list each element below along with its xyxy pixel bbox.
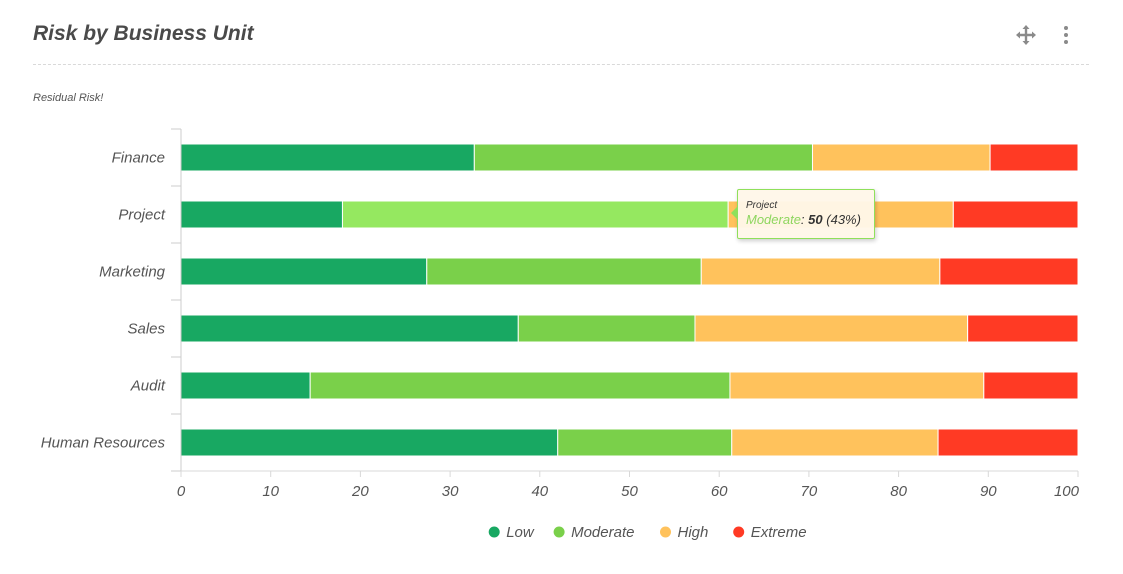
legend-marker xyxy=(660,526,671,538)
bar-human-resources-low[interactable] xyxy=(180,428,559,457)
bar-audit-moderate[interactable] xyxy=(309,371,731,400)
bar-sales-moderate[interactable] xyxy=(517,314,696,343)
x-tick-label: 20 xyxy=(351,483,369,500)
chart-subtitle: Residual Risk! xyxy=(33,92,104,104)
category-label: Finance xyxy=(112,150,165,167)
bar-marketing-low[interactable] xyxy=(180,257,428,286)
category-labels: Finance Project Marketing Sales Audit Human R… xyxy=(41,150,166,452)
bar-sales-low[interactable] xyxy=(180,314,519,343)
category-label: Marketing xyxy=(99,264,166,281)
legend-label: High xyxy=(678,524,709,541)
x-tick-label: 30 xyxy=(442,483,459,500)
chart-header: Risk by Business Unit xyxy=(33,18,1089,65)
bar-marketing-moderate[interactable] xyxy=(426,257,702,286)
bar-marketing-extreme[interactable] xyxy=(939,257,1079,286)
x-tick-label: 40 xyxy=(531,483,548,500)
bar-finance-high[interactable] xyxy=(811,143,991,172)
chart-tools xyxy=(1015,24,1077,46)
legend: Low Moderate High Extreme xyxy=(488,524,807,541)
legend-label: Extreme xyxy=(751,524,807,541)
bar-project-extreme[interactable] xyxy=(952,200,1079,229)
bar-audit-high[interactable] xyxy=(729,371,985,400)
bar-sales-extreme[interactable] xyxy=(967,314,1079,343)
tooltip-separator: : xyxy=(800,212,805,227)
x-tick-label: 70 xyxy=(801,483,818,500)
legend-item-extreme[interactable]: Extreme xyxy=(733,524,807,541)
x-tick-label: 60 xyxy=(711,483,728,500)
x-tick-label: 0 xyxy=(177,483,186,500)
x-axis-ticks: 0 10 20 30 40 50 60 70 80 90 100 xyxy=(177,471,1080,500)
tooltip-pointer xyxy=(731,206,738,220)
x-tick-label: 80 xyxy=(890,483,907,500)
tooltip-line: Moderate: 50 (43%) xyxy=(746,212,866,227)
x-tick-label: 50 xyxy=(621,483,638,500)
legend-item-low[interactable]: Low xyxy=(488,524,535,541)
bar-audit-low[interactable] xyxy=(180,371,311,400)
bar-project-moderate[interactable] xyxy=(341,200,729,229)
bar-sales-high[interactable] xyxy=(694,314,969,343)
x-tick-label: 90 xyxy=(980,483,997,500)
tooltip: Project Moderate: 50 (43%) xyxy=(731,189,875,239)
legend-label: Low xyxy=(506,524,535,541)
bar-finance-extreme[interactable] xyxy=(989,143,1079,172)
bar-audit-extreme[interactable] xyxy=(983,371,1079,400)
legend-marker xyxy=(553,526,565,538)
axes xyxy=(171,128,1078,472)
tooltip-category: Project xyxy=(746,200,778,211)
category-label: Sales xyxy=(127,321,165,338)
bar-group xyxy=(180,143,1079,457)
tooltip-series: Moderate xyxy=(746,212,801,227)
x-tick-label: 10 xyxy=(262,483,279,500)
move-arrows-icon[interactable] xyxy=(1015,24,1037,46)
tooltip-percent: (43%) xyxy=(826,212,861,227)
bar-human-resources-moderate[interactable] xyxy=(557,428,733,457)
bar-human-resources-extreme[interactable] xyxy=(937,428,1079,457)
bar-finance-moderate[interactable] xyxy=(473,143,813,172)
bar-marketing-high[interactable] xyxy=(700,257,941,286)
kebab-menu-icon[interactable] xyxy=(1055,24,1077,46)
legend-item-high[interactable]: High xyxy=(660,524,708,541)
bar-human-resources-high[interactable] xyxy=(731,428,939,457)
x-tick-label: 100 xyxy=(1054,483,1080,500)
category-label: Audit xyxy=(130,378,166,395)
legend-label: Moderate xyxy=(571,524,634,541)
legend-marker xyxy=(733,526,745,538)
bar-project-low[interactable] xyxy=(180,200,343,229)
chart-title: Risk by Business Unit xyxy=(33,22,254,45)
legend-item-moderate[interactable]: Moderate xyxy=(553,524,635,541)
category-label: Project xyxy=(118,207,166,224)
tooltip-value: 50 xyxy=(808,212,823,227)
legend-marker xyxy=(488,526,500,538)
bar-finance-low[interactable] xyxy=(180,143,475,172)
category-label: Human Resources xyxy=(41,435,166,452)
